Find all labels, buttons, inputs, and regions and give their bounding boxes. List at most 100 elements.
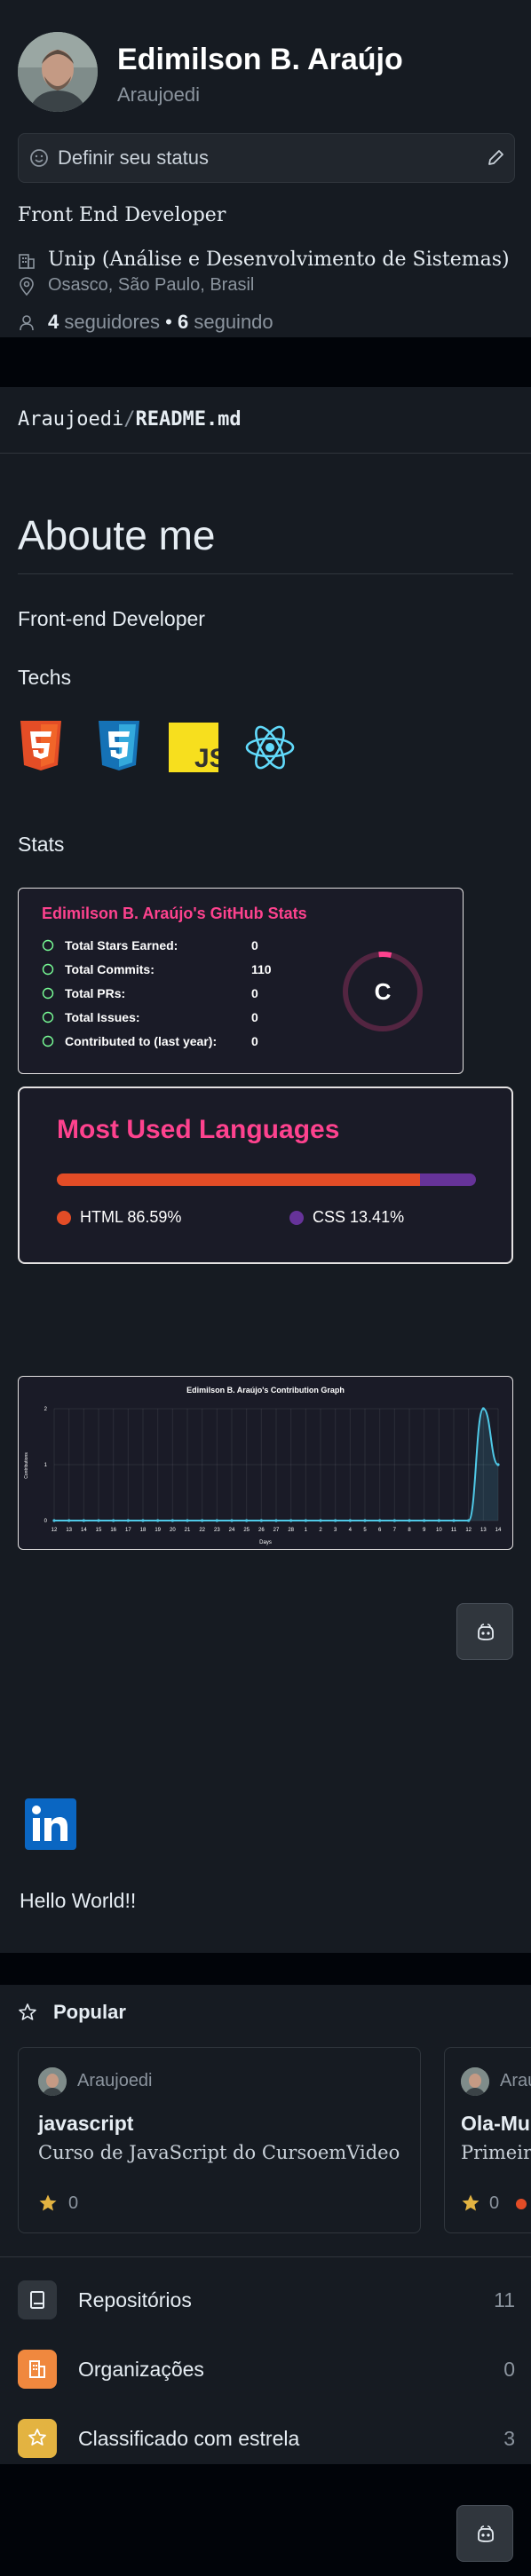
profile-username: Araujoedi <box>117 83 200 106</box>
popular-section: Popular Araujoedi javascript Curso de Ja… <box>0 1985 531 2464</box>
graph-point <box>363 1519 367 1522</box>
graph-point <box>259 1519 263 1522</box>
readme-path-file[interactable]: README.md <box>135 408 242 431</box>
contribution-graph: Edimilson B. Araújo's Contribution Graph… <box>24 1386 502 1545</box>
graph-point <box>82 1519 85 1522</box>
copilot-button-bottom[interactable] <box>456 2505 513 2562</box>
owner-avatar <box>38 2067 67 2096</box>
graph-x-tick: 20 <box>170 1528 176 1533</box>
language-percent: 86.59% <box>127 1208 182 1226</box>
graph-x-tick: 28 <box>288 1528 294 1533</box>
status-input[interactable]: Definir seu status <box>18 133 515 183</box>
language-legend-item: CSS 13.41% <box>313 1208 404 1227</box>
react-icon <box>245 725 295 770</box>
language-dot <box>57 1211 71 1225</box>
profile-avatar[interactable] <box>18 32 98 112</box>
graph-point <box>496 1463 500 1466</box>
following-link[interactable]: 6 seguindo <box>178 311 273 333</box>
nav-list-item[interactable]: Organizações 0 <box>0 2333 531 2402</box>
repo-owner[interactable]: Araujoedi <box>500 2071 531 2090</box>
copilot-icon <box>478 2525 494 2542</box>
stats-row-label: Total Issues: <box>65 1010 140 1024</box>
language-name: CSS <box>313 1208 346 1226</box>
svg-text:JS: JS <box>194 744 218 772</box>
pencil-icon[interactable] <box>486 148 505 168</box>
followers-count: 4 <box>48 311 59 333</box>
graph-point <box>156 1519 160 1522</box>
graph-x-tick: 19 <box>155 1528 161 1533</box>
nav-list-count: 0 <box>503 2358 515 2381</box>
graph-point <box>215 1519 218 1522</box>
graph-x-tick: 10 <box>436 1528 442 1533</box>
graph-x-tick: 13 <box>480 1528 487 1533</box>
languages-bar <box>57 1173 476 1186</box>
graph-point <box>348 1519 352 1522</box>
star-icon <box>18 2419 57 2458</box>
profile-location: Osasco, São Paulo, Brasil <box>48 275 255 295</box>
following-count: 6 <box>177 311 189 333</box>
follow-stats: 4 seguidores • 6 seguindo <box>48 311 273 334</box>
linkedin-icon[interactable] <box>25 1798 76 1850</box>
stats-row-icon <box>42 987 54 1000</box>
stats-row-label: Total PRs: <box>65 986 126 1000</box>
graph-x-tick: 9 <box>423 1528 426 1533</box>
nav-list-item[interactable]: Repositórios 11 <box>0 2264 531 2333</box>
graph-x-tick: 14 <box>81 1528 87 1533</box>
stats-row-icon <box>42 939 54 952</box>
popular-repo-card[interactable]: Araujoedi javascript Curso de JavaScript… <box>18 2047 421 2233</box>
readme-subtitle: Front-end Developer <box>18 607 205 630</box>
readme-heading: Aboute me <box>18 512 216 558</box>
followers-link[interactable]: 4 seguidores <box>48 311 160 333</box>
nav-list-count: 3 <box>503 2427 515 2450</box>
graph-x-tick: 11 <box>451 1528 457 1533</box>
graph-y-tick: 1 <box>44 1463 48 1468</box>
graph-x-tick: 12 <box>465 1528 472 1533</box>
popular-divider <box>0 2256 531 2257</box>
github-stats-card: Edimilson B. Araújo's GitHub Stats C Tot… <box>18 888 464 1074</box>
graph-x-tick: 17 <box>125 1528 131 1533</box>
graph-point <box>467 1519 471 1522</box>
graph-xlabel: Days <box>259 1540 272 1545</box>
repo-stars: 0 <box>68 2193 79 2213</box>
graph-point <box>245 1519 249 1522</box>
profile-name: Edimilson B. Araújo <box>117 43 403 76</box>
stats-row-value: 0 <box>251 1010 258 1024</box>
repo-name[interactable]: Ola-Mundo <box>461 2112 531 2135</box>
readme-path-user[interactable]: Araujoedi <box>18 408 124 431</box>
readme-divider <box>0 453 531 454</box>
graph-point <box>437 1519 440 1522</box>
graph-point <box>408 1519 411 1522</box>
graph-point <box>186 1519 189 1522</box>
graph-point <box>67 1519 71 1522</box>
stats-row-label: Total Commits: <box>65 962 155 976</box>
popular-repo-card[interactable]: Araujoedi Ola-Mundo Primeiro repositório… <box>444 2047 531 2233</box>
star-icon <box>462 2194 479 2211</box>
copilot-button[interactable] <box>456 1603 513 1660</box>
language-legend-item: HTML 86.59% <box>80 1208 181 1227</box>
language-dot <box>516 2199 527 2209</box>
readme-footer-text: Hello World!! <box>20 1889 137 1912</box>
followers-label: seguidores <box>64 311 161 333</box>
graph-y-tick: 2 <box>44 1407 48 1412</box>
nav-list-item[interactable]: Classificado com estrela 3 <box>0 2402 531 2471</box>
graph-x-tick: 26 <box>258 1528 265 1533</box>
language-bar-segment <box>419 1173 476 1186</box>
stats-row-label: Contributed to (last year): <box>65 1034 218 1048</box>
repo-owner[interactable]: Araujoedi <box>77 2071 153 2090</box>
stats-row-value: 0 <box>251 938 258 952</box>
graph-x-tick: 21 <box>185 1528 191 1533</box>
graph-x-tick: 27 <box>273 1528 280 1533</box>
graph-point <box>274 1519 278 1522</box>
graph-x-tick: 22 <box>199 1528 205 1533</box>
location-icon <box>20 277 34 296</box>
graph-ylabel: Contributions <box>24 1452 29 1479</box>
graph-x-tick: 15 <box>96 1528 102 1533</box>
owner-avatar <box>461 2067 489 2096</box>
language-name: HTML <box>80 1208 123 1226</box>
readme-path: Araujoedi/README.md <box>18 408 242 431</box>
graph-point <box>392 1519 396 1522</box>
graph-x-tick: 24 <box>229 1528 235 1533</box>
graph-x-tick: 7 <box>393 1528 397 1533</box>
graph-point <box>170 1519 174 1522</box>
repo-name[interactable]: javascript <box>38 2112 134 2135</box>
